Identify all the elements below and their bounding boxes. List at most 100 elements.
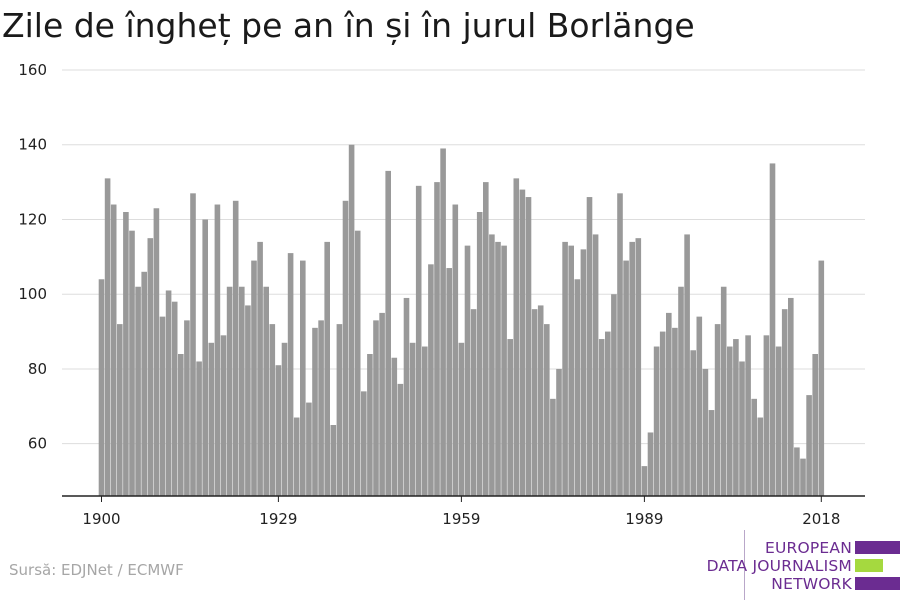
bar-1942[interactable] [354,230,361,496]
bar-1913[interactable] [178,354,184,496]
bar-2005[interactable] [739,361,745,496]
bar-2008[interactable] [757,417,764,496]
bar-1976[interactable] [562,241,568,496]
bar-1934[interactable] [306,402,312,496]
bar-2001[interactable] [714,324,721,496]
bar-1956[interactable] [440,148,446,496]
bar-1989[interactable] [641,466,648,496]
bar-1916[interactable] [196,361,202,496]
bar-1955[interactable] [434,182,440,497]
bar-1936[interactable] [318,320,324,496]
bar-1950[interactable] [403,297,410,496]
bar-1902[interactable] [110,204,117,496]
bar-1985[interactable] [617,193,623,496]
bar-2018[interactable] [818,260,825,496]
bar-2014[interactable] [794,447,800,496]
bar-2017[interactable] [812,354,818,496]
bar-1912[interactable] [171,301,178,496]
bar-1983[interactable] [605,331,611,496]
bar-1982[interactable] [598,339,605,496]
bar-1953[interactable] [422,346,428,496]
bar-1928[interactable] [269,324,276,496]
bar-1997[interactable] [690,350,696,496]
bar-1920[interactable] [220,335,227,496]
bar-1921[interactable] [226,286,233,496]
bar-1931[interactable] [287,253,294,496]
bar-1973[interactable] [544,324,550,496]
bar-1940[interactable] [342,200,349,497]
bar-1904[interactable] [123,212,129,496]
bar-1923[interactable] [239,286,245,496]
bar-2007[interactable] [751,398,757,496]
bar-1996[interactable] [684,234,690,497]
bar-1991[interactable] [653,346,660,496]
bar-1963[interactable] [483,182,489,497]
bar-1964[interactable] [489,234,495,497]
bar-1987[interactable] [629,241,635,496]
bar-1975[interactable] [556,368,562,496]
bar-2003[interactable] [727,346,733,496]
bar-1903[interactable] [117,324,123,496]
bar-1922[interactable] [232,200,239,497]
bar-1970[interactable] [525,197,532,497]
bar-1984[interactable] [611,294,617,496]
bar-1995[interactable] [678,286,684,496]
bar-1967[interactable] [507,339,513,496]
bar-1949[interactable] [397,383,404,496]
bar-1930[interactable] [281,342,288,496]
bar-1988[interactable] [635,238,642,496]
bar-1993[interactable] [666,312,672,496]
bar-1900[interactable] [98,279,105,496]
bar-2011[interactable] [775,346,782,496]
bar-1906[interactable] [135,286,141,496]
bar-1925[interactable] [251,260,257,496]
bar-1943[interactable] [361,391,367,496]
bar-1978[interactable] [574,279,581,496]
bar-1962[interactable] [476,212,483,496]
bar-2015[interactable] [800,458,806,496]
bar-1941[interactable] [348,144,355,497]
bar-2009[interactable] [763,335,770,496]
bar-1947[interactable] [385,170,391,496]
bar-1971[interactable] [531,309,538,496]
bar-1939[interactable] [336,324,343,496]
bar-1948[interactable] [391,357,398,496]
bar-1966[interactable] [501,245,507,496]
bar-1932[interactable] [293,417,300,496]
bar-1951[interactable] [409,342,416,496]
bar-1998[interactable] [696,316,703,496]
bar-2013[interactable] [788,297,794,496]
bar-2002[interactable] [720,286,727,496]
bar-1954[interactable] [428,264,434,496]
bar-1965[interactable] [495,241,501,496]
bar-1980[interactable] [586,197,593,497]
bar-1907[interactable] [141,271,147,496]
bar-1914[interactable] [184,320,190,496]
bar-2010[interactable] [769,163,776,497]
bar-1938[interactable] [330,425,337,496]
bar-1917[interactable] [202,219,208,496]
bar-2000[interactable] [708,410,715,496]
bar-1994[interactable] [672,327,678,496]
bar-1977[interactable] [568,245,574,496]
bar-1957[interactable] [446,268,452,496]
bar-1969[interactable] [519,189,526,496]
bar-1908[interactable] [147,238,154,496]
bar-1929[interactable] [275,365,282,496]
bar-1946[interactable] [379,312,385,496]
bar-1910[interactable] [159,316,166,496]
bar-1937[interactable] [324,241,330,496]
bar-1972[interactable] [537,305,544,496]
bar-1981[interactable] [592,234,599,497]
bar-1945[interactable] [373,320,379,496]
bar-1901[interactable] [104,178,111,496]
bar-1933[interactable] [300,260,306,496]
bar-1999[interactable] [702,368,709,496]
bar-1909[interactable] [153,208,160,496]
bar-2012[interactable] [781,309,788,496]
bar-1990[interactable] [647,432,654,496]
bar-1927[interactable] [263,286,269,496]
bar-2004[interactable] [733,339,739,496]
bar-1968[interactable] [513,178,520,496]
bar-1944[interactable] [367,354,373,496]
